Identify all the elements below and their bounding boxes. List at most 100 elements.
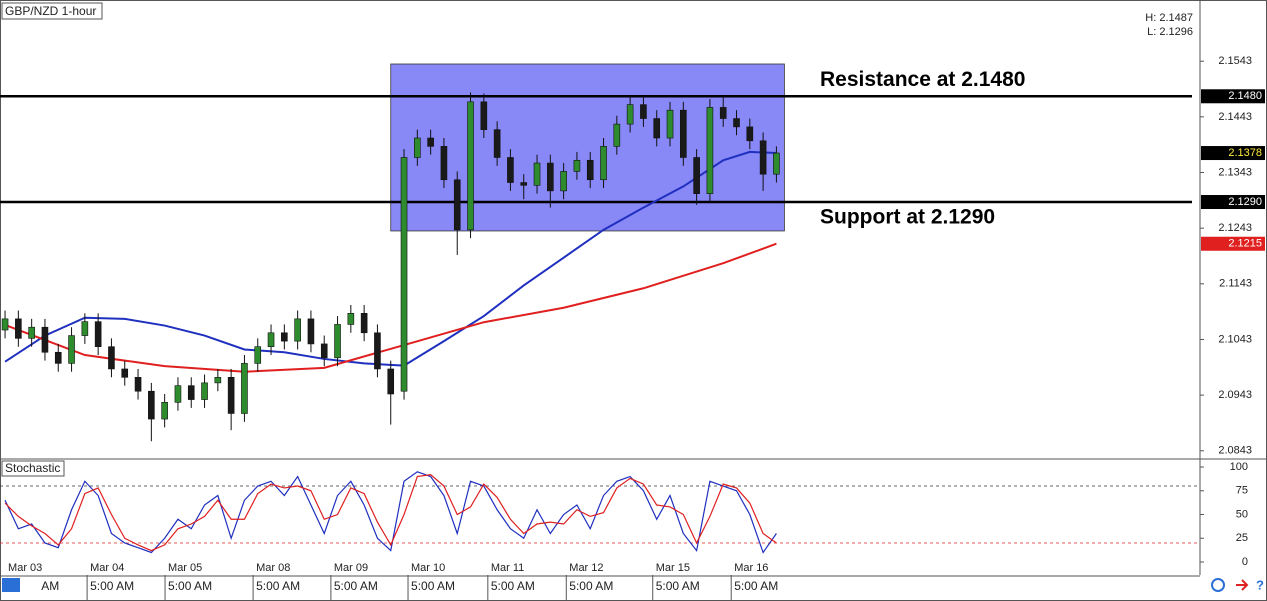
candle-body bbox=[54, 351, 62, 364]
date-label: Mar 03 bbox=[8, 562, 42, 574]
candle-body bbox=[41, 326, 49, 353]
candle-body bbox=[733, 118, 740, 128]
candle-body bbox=[746, 126, 754, 142]
indicator-tick-label: 50 bbox=[1236, 508, 1248, 520]
candle-body bbox=[254, 346, 262, 364]
stochastic-line bbox=[4, 473, 777, 552]
candle-body bbox=[360, 313, 368, 334]
candle-body bbox=[414, 137, 421, 158]
candle-body bbox=[307, 318, 315, 345]
candle-body bbox=[680, 109, 687, 158]
date-label: Mar 09 bbox=[334, 562, 368, 574]
candle-body bbox=[653, 118, 661, 139]
time-label: 5:00 AM bbox=[90, 579, 134, 593]
candle-body bbox=[134, 377, 142, 392]
price-tag-label: 2.1290 bbox=[1228, 196, 1262, 208]
candle-body bbox=[427, 137, 434, 147]
candle-body bbox=[334, 324, 341, 359]
candle-body bbox=[281, 332, 288, 342]
candle-body bbox=[706, 107, 714, 194]
candle-body bbox=[467, 101, 474, 231]
candle-body bbox=[547, 162, 554, 192]
candle-body bbox=[81, 321, 89, 336]
candle-body bbox=[294, 318, 301, 342]
candle-body bbox=[28, 326, 35, 339]
candle-body bbox=[121, 368, 129, 378]
stochastic-line bbox=[4, 471, 777, 554]
candle-body bbox=[453, 179, 461, 231]
date-label: Mar 10 bbox=[411, 562, 445, 574]
y-tick-label: 2.1343 bbox=[1218, 166, 1252, 178]
time-label: 5:00 AM bbox=[734, 579, 778, 593]
price-tag-label: 2.1378 bbox=[1228, 147, 1262, 159]
level-annotation: Resistance at 2.1480 bbox=[820, 68, 1025, 91]
link-icon[interactable] bbox=[1211, 578, 1225, 592]
time-label: 5:00 AM bbox=[334, 579, 378, 593]
date-label: Mar 15 bbox=[656, 562, 690, 574]
help-icon[interactable]: ? bbox=[1256, 577, 1264, 592]
candle-body bbox=[520, 182, 528, 186]
menu-icon[interactable] bbox=[2, 578, 20, 592]
y-tick-label: 2.0943 bbox=[1218, 389, 1252, 401]
candle-body bbox=[320, 343, 328, 359]
high-label: H: 2.1487 bbox=[1145, 12, 1193, 24]
toolbar-icons[interactable]: ? bbox=[2, 577, 1264, 592]
candle-body bbox=[267, 332, 275, 347]
time-label: 5:00 AM bbox=[168, 579, 212, 593]
candle-body bbox=[1, 318, 9, 331]
y-tick-label: 2.1443 bbox=[1218, 111, 1252, 123]
candle-body bbox=[560, 171, 567, 192]
candle-body bbox=[719, 107, 727, 119]
candle-body bbox=[214, 377, 222, 384]
goto-icon[interactable] bbox=[1236, 579, 1249, 591]
candle-body bbox=[174, 385, 182, 403]
candle-body bbox=[387, 368, 395, 395]
candle-body bbox=[400, 157, 408, 392]
indicator-tick-label: 0 bbox=[1242, 556, 1248, 568]
candle-body bbox=[108, 346, 115, 370]
y-tick-label: 2.1543 bbox=[1218, 55, 1252, 67]
time-label: 5:00 AM bbox=[569, 579, 613, 593]
time-label: 5:00 AM bbox=[256, 579, 300, 593]
price-tag bbox=[1201, 195, 1265, 210]
indicator-title-box bbox=[1, 460, 65, 477]
indicator-tick-label: 25 bbox=[1236, 532, 1248, 544]
candle-body bbox=[227, 377, 235, 414]
price-tag-label: 2.1480 bbox=[1228, 90, 1262, 102]
candle-body bbox=[480, 101, 488, 130]
time-label: AM bbox=[41, 579, 59, 593]
price-tag-label: 2.1215 bbox=[1228, 238, 1262, 250]
price-tag bbox=[1201, 146, 1265, 161]
candle-body bbox=[533, 162, 541, 186]
y-tick-label: 2.1243 bbox=[1218, 222, 1252, 234]
indicator-title: Stochastic bbox=[5, 461, 60, 475]
range-zone bbox=[390, 63, 785, 232]
date-label: Mar 05 bbox=[168, 562, 202, 574]
y-tick-label: 2.1143 bbox=[1219, 278, 1252, 290]
indicator-tick-label: 100 bbox=[1230, 461, 1248, 473]
candle-body bbox=[693, 157, 700, 194]
date-label: Mar 04 bbox=[90, 562, 124, 574]
y-tick-label: 2.1043 bbox=[1218, 333, 1252, 345]
candle-body bbox=[374, 332, 381, 370]
candle-body bbox=[666, 109, 674, 139]
candle-body bbox=[573, 159, 581, 172]
candle-body bbox=[626, 104, 634, 125]
level-annotation: Support at 2.1290 bbox=[820, 206, 995, 229]
candle-body bbox=[640, 104, 647, 119]
date-label: Mar 08 bbox=[256, 562, 290, 574]
candle-body bbox=[94, 321, 102, 347]
candle-body bbox=[613, 123, 621, 147]
candle-body bbox=[493, 129, 501, 158]
candle-body bbox=[759, 140, 767, 175]
candle-body bbox=[440, 146, 448, 181]
title-box bbox=[1, 2, 103, 20]
candle-body bbox=[161, 402, 168, 420]
time-label: 5:00 AM bbox=[411, 579, 455, 593]
candle-body bbox=[68, 335, 75, 364]
date-label: Mar 11 bbox=[491, 562, 524, 574]
date-label: Mar 12 bbox=[569, 562, 603, 574]
candle-body bbox=[347, 313, 355, 325]
